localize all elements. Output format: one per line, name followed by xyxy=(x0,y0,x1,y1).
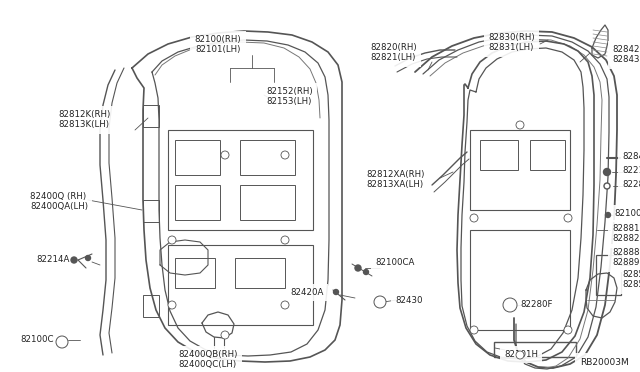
Bar xyxy=(175,140,220,175)
Circle shape xyxy=(377,299,383,305)
Bar xyxy=(175,185,220,220)
Circle shape xyxy=(58,339,65,346)
Text: 82420A: 82420A xyxy=(290,288,323,297)
Text: 82152(RH)
82153(LH): 82152(RH) 82153(LH) xyxy=(266,87,312,106)
Text: 82100(RH)
82101(LH): 82100(RH) 82101(LH) xyxy=(195,35,241,54)
Circle shape xyxy=(503,298,517,312)
Circle shape xyxy=(516,351,524,359)
Circle shape xyxy=(605,212,611,218)
Circle shape xyxy=(364,269,369,275)
Circle shape xyxy=(221,331,229,339)
Text: 82881(RH)
82882(LH): 82881(RH) 82882(LH) xyxy=(612,224,640,243)
Circle shape xyxy=(71,257,77,263)
Text: 82100H: 82100H xyxy=(614,209,640,218)
Circle shape xyxy=(374,296,386,308)
Text: 82430: 82430 xyxy=(395,296,422,305)
Text: 82400Q (RH)
82400QA(LH): 82400Q (RH) 82400QA(LH) xyxy=(30,192,88,211)
Circle shape xyxy=(333,289,339,295)
Bar xyxy=(530,140,565,170)
Circle shape xyxy=(281,236,289,244)
Circle shape xyxy=(564,214,572,222)
Text: 82840QA: 82840QA xyxy=(622,152,640,161)
Bar xyxy=(480,140,518,170)
Text: 82812K(RH)
82813K(LH): 82812K(RH) 82813K(LH) xyxy=(58,110,110,129)
Bar xyxy=(143,200,159,222)
Bar xyxy=(143,105,159,127)
Bar xyxy=(240,185,295,220)
Circle shape xyxy=(355,265,361,271)
Text: 82888N(RH)
82889N(LH): 82888N(RH) 82889N(LH) xyxy=(612,248,640,267)
Bar xyxy=(470,130,570,210)
Circle shape xyxy=(281,301,289,309)
Circle shape xyxy=(604,169,611,176)
Text: 82400QB(RH)
82400QC(LH): 82400QB(RH) 82400QC(LH) xyxy=(178,350,237,369)
Text: 82280F: 82280F xyxy=(520,300,552,309)
Circle shape xyxy=(506,301,513,308)
Circle shape xyxy=(56,336,68,348)
Bar xyxy=(596,255,621,295)
Text: 82842(RH)
82843(LH): 82842(RH) 82843(LH) xyxy=(612,45,640,64)
Text: 82830(RH)
82831(LH): 82830(RH) 82831(LH) xyxy=(488,33,534,52)
Circle shape xyxy=(281,151,289,159)
Text: 82812XA(RH)
82813XA(LH): 82812XA(RH) 82813XA(LH) xyxy=(366,170,424,189)
Bar xyxy=(143,295,159,317)
Circle shape xyxy=(168,301,176,309)
Bar xyxy=(235,258,285,288)
Text: 82858P(RH)
82859P(LH): 82858P(RH) 82859P(LH) xyxy=(622,270,640,289)
Circle shape xyxy=(470,326,478,334)
Bar xyxy=(494,342,576,357)
Circle shape xyxy=(86,256,90,260)
Text: 82101H: 82101H xyxy=(504,350,538,359)
Circle shape xyxy=(168,236,176,244)
Text: 82100CA: 82100CA xyxy=(375,258,414,267)
Text: 82280F: 82280F xyxy=(622,180,640,189)
Bar xyxy=(175,258,215,288)
Text: 82820(RH)
82821(LH): 82820(RH) 82821(LH) xyxy=(370,43,417,62)
Bar xyxy=(470,230,570,330)
Text: 82214A: 82214A xyxy=(36,255,69,264)
Text: 82210C: 82210C xyxy=(622,166,640,175)
Circle shape xyxy=(604,183,610,189)
Text: 82100C: 82100C xyxy=(20,335,54,344)
Bar xyxy=(168,245,313,325)
Circle shape xyxy=(470,214,478,222)
Bar xyxy=(168,130,313,230)
Circle shape xyxy=(221,151,229,159)
Text: RB20003M: RB20003M xyxy=(580,358,628,367)
Circle shape xyxy=(516,121,524,129)
Circle shape xyxy=(564,326,572,334)
Bar xyxy=(240,140,295,175)
